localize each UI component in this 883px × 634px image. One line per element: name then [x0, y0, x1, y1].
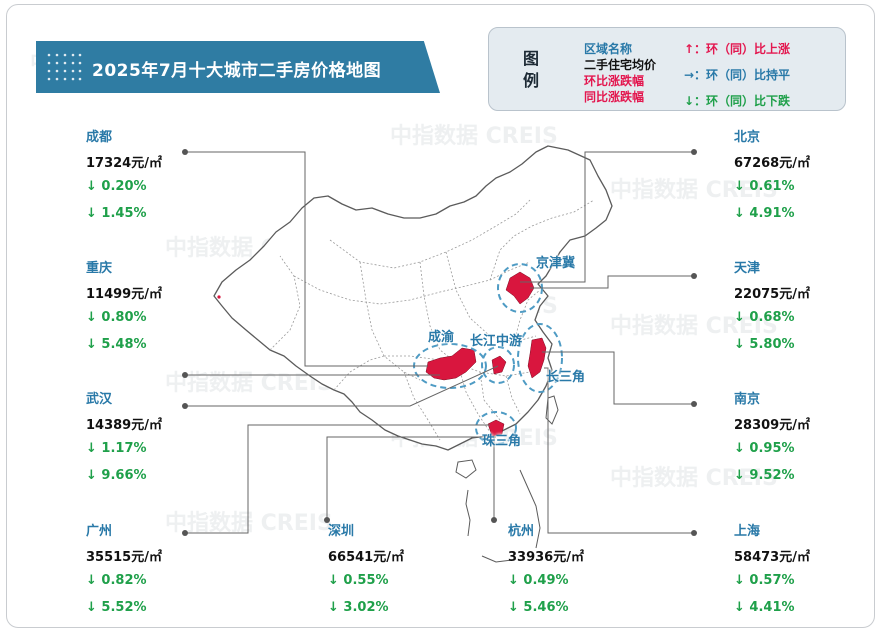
city-card-chengdu: 成都 17324元/㎡ ↓ 0.20% ↓ 1.45%	[86, 126, 216, 228]
west-marker-icon	[217, 295, 221, 299]
legend-symbol-up: ↑：环（同）比上涨	[684, 42, 791, 56]
region-label-changsanjiao: 长三角	[546, 370, 586, 385]
city-card-nanjing: 南京 28309元/㎡ ↓ 0.95% ↓ 9.52%	[734, 388, 864, 490]
city-mom: ↓ 0.82%	[86, 573, 147, 588]
city-mom: ↓ 0.68%	[734, 310, 795, 325]
legend-field-mom: 环比涨跌幅	[584, 74, 645, 88]
south-sea-islands	[465, 469, 541, 563]
city-price: 14389元/㎡	[86, 418, 162, 433]
leader-shanghai	[544, 367, 694, 534]
leader-beijing	[520, 151, 694, 283]
region-label-chengyu: 成渝	[428, 330, 455, 345]
city-mom: ↓ 0.55%	[328, 573, 389, 588]
jingjinji-area	[505, 271, 535, 305]
city-card-tianjin: 天津 22075元/㎡ ↓ 0.68% ↓ 5.80%	[734, 257, 864, 359]
city-yoy: ↓ 1.45%	[86, 206, 147, 221]
legend-field-region: 区域名称	[584, 42, 633, 56]
city-name: 南京	[734, 392, 761, 407]
city-card-chongqing: 重庆 11499元/㎡ ↓ 0.80% ↓ 5.48%	[86, 257, 216, 359]
city-yoy: ↓ 9.66%	[86, 468, 147, 483]
china-outline	[213, 145, 613, 451]
legend-title: 图例	[522, 49, 539, 90]
city-card-shanghai: 上海 58473元/㎡ ↓ 0.57% ↓ 4.41%	[734, 520, 864, 622]
city-card-guangzhou: 广州 35515元/㎡ ↓ 0.82% ↓ 5.52%	[86, 520, 216, 622]
city-name: 上海	[734, 524, 761, 539]
province-borders	[269, 199, 595, 441]
legend-symbol-flat: →：环（同）比持平	[684, 68, 791, 82]
city-mom: ↓ 0.20%	[86, 179, 147, 194]
city-mom: ↓ 0.57%	[734, 573, 795, 588]
watermark: 中指数据 CREIS	[390, 124, 558, 149]
taiwan-island	[545, 395, 559, 425]
city-price: 66541元/㎡	[328, 550, 404, 565]
legend-box: 图例 区域名称 二手住宅均价 环比涨跌幅 同比涨跌幅 ↑：环（同）比上涨 →：环…	[488, 27, 846, 111]
zhusanjiao-area	[487, 419, 505, 437]
city-price: 28309元/㎡	[734, 418, 810, 433]
leader-guangzhou	[185, 424, 490, 534]
legend-field-price: 二手住宅均价	[584, 58, 657, 72]
city-mom: ↓ 0.80%	[86, 310, 147, 325]
city-mom: ↓ 0.49%	[508, 573, 569, 588]
legend-field-yoy: 同比涨跌幅	[584, 90, 645, 104]
changjiang-mid-area	[491, 355, 507, 375]
page-title: 2025年7月十大城市二手房价格地图	[92, 61, 382, 81]
watermark: 中指数据 CREIS	[610, 314, 778, 339]
city-card-hangzhou: 杭州 33936元/㎡ ↓ 0.49% ↓ 5.46%	[508, 520, 638, 622]
watermark: 中指数据 CREIS	[610, 466, 778, 491]
city-card-wuhan: 武汉 14389元/㎡ ↓ 1.17% ↓ 9.66%	[86, 388, 216, 490]
city-name: 北京	[734, 130, 761, 145]
city-price: 11499元/㎡	[86, 287, 162, 302]
city-mom: ↓ 1.17%	[86, 441, 147, 456]
dots-icon	[47, 53, 82, 81]
watermark: 中指数据 CREIS	[165, 511, 333, 536]
region-label-zhusanjiao: 珠三角	[482, 434, 522, 449]
changsanjiao-area	[527, 337, 547, 379]
city-price: 67268元/㎡	[734, 156, 810, 171]
city-price: 33936元/㎡	[508, 550, 584, 565]
city-name: 深圳	[328, 524, 355, 539]
city-name: 武汉	[86, 392, 113, 407]
city-card-beijing: 北京 67268元/㎡ ↓ 0.61% ↓ 4.91%	[734, 126, 864, 228]
city-yoy: ↓ 4.41%	[734, 600, 795, 615]
region-label-changjiang-mid: 长江中游	[470, 334, 523, 349]
city-price: 58473元/㎡	[734, 550, 810, 565]
leader-tianjin	[530, 275, 694, 289]
city-yoy: ↓ 5.52%	[86, 600, 147, 615]
leader-chengdu	[185, 151, 428, 367]
chengyu-area	[425, 347, 477, 381]
changsanjiao-ring	[517, 323, 563, 393]
watermark: 中指数据 CREIS	[610, 178, 778, 203]
city-name: 广州	[86, 524, 113, 539]
city-name: 杭州	[508, 524, 535, 539]
city-yoy: ↓ 5.80%	[734, 337, 795, 352]
changjiang-mid-ring	[481, 346, 515, 384]
title-banner	[36, 41, 440, 93]
city-mom: ↓ 0.95%	[734, 441, 795, 456]
city-yoy: ↓ 4.91%	[734, 206, 795, 221]
city-yoy: ↓ 9.52%	[734, 468, 795, 483]
leader-shenzhen	[326, 436, 496, 520]
city-yoy: ↓ 3.02%	[328, 600, 389, 615]
city-price: 17324元/㎡	[86, 156, 162, 171]
city-mom: ↓ 0.61%	[734, 179, 795, 194]
city-name: 成都	[86, 130, 113, 145]
zhusanjiao-ring	[475, 411, 517, 445]
city-price: 35515元/㎡	[86, 550, 162, 565]
region-label-jingjinji: 京津冀	[536, 256, 576, 271]
hainan-island	[455, 459, 477, 479]
leader-nanjing	[542, 351, 694, 405]
legend-symbol-down: ↓：环（同）比下跌	[684, 94, 791, 108]
city-yoy: ↓ 5.46%	[508, 600, 569, 615]
city-price: 22075元/㎡	[734, 287, 810, 302]
city-name: 天津	[734, 261, 761, 276]
leader-wuhan	[185, 365, 499, 407]
city-yoy: ↓ 5.48%	[86, 337, 147, 352]
city-card-shenzhen: 深圳 66541元/㎡ ↓ 0.55% ↓ 3.02%	[328, 520, 458, 622]
city-name: 重庆	[86, 261, 113, 276]
